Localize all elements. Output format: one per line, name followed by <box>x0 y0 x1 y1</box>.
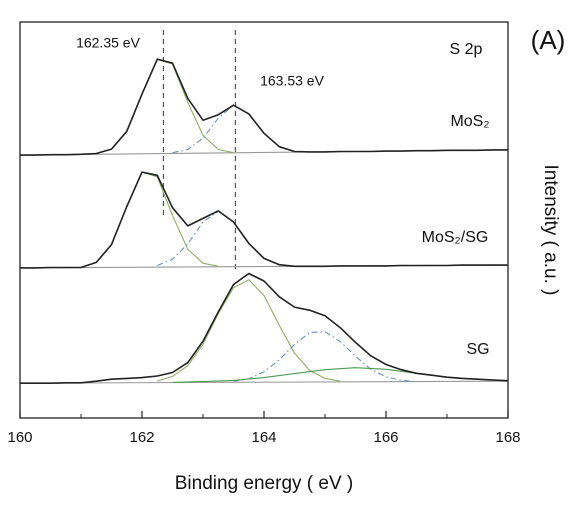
x-tick-label: 160 <box>7 429 32 446</box>
series-line <box>96 58 234 155</box>
annotation: MoS₂/SG <box>422 229 489 246</box>
x-tick-label: 164 <box>251 429 276 446</box>
series-line <box>19 380 509 384</box>
panel-label: (A) <box>531 25 566 55</box>
x-tick-label: 162 <box>129 429 154 446</box>
series-line <box>20 272 509 384</box>
reference-label: 163.53 eV <box>260 73 324 89</box>
x-tick-label: 166 <box>373 429 398 446</box>
series-line <box>172 104 295 154</box>
series-line <box>233 331 417 383</box>
x-tick-label: 168 <box>495 429 520 446</box>
series-line <box>20 171 508 269</box>
series-line <box>20 58 508 156</box>
reference-label: 162.35 eV <box>76 35 140 51</box>
series-line <box>157 210 280 267</box>
series-line <box>172 367 509 383</box>
x-axis-label: Binding energy ( eV ) <box>175 473 354 494</box>
annotation: SG <box>466 341 489 358</box>
annotation: MoS₂ <box>450 113 489 130</box>
annotation: S 2p <box>450 41 483 58</box>
y-axis-label: Intensity ( a.u. ) <box>540 165 561 296</box>
series-line <box>157 279 341 382</box>
